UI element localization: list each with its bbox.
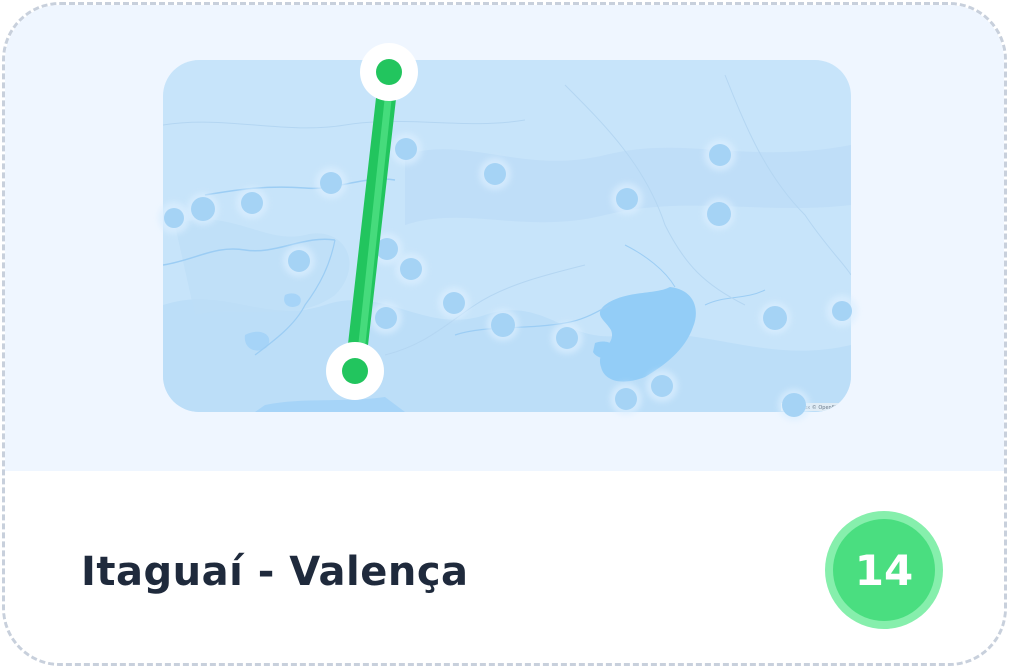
count-badge-value: 14: [854, 545, 914, 595]
stop-marker-icon[interactable]: [438, 287, 470, 319]
stop-marker-icon[interactable]: [236, 187, 268, 219]
stop-marker-icon[interactable]: [778, 389, 810, 421]
count-badge-inner: 14: [833, 519, 935, 621]
map-tile: © Mapbox © OpenStreetMap: [163, 60, 857, 412]
stop-marker-icon[interactable]: [646, 370, 678, 402]
stop-markers: [158, 133, 858, 421]
route-title: Itaguaí - Valença: [81, 549, 469, 595]
stop-marker-icon[interactable]: [158, 202, 190, 234]
stop-marker-icon[interactable]: [395, 253, 427, 285]
stop-marker-icon[interactable]: [315, 167, 347, 199]
route-end-pin-icon[interactable]: [326, 342, 384, 400]
stop-marker-icon[interactable]: [611, 183, 643, 215]
stop-marker-icon[interactable]: [551, 322, 583, 354]
map-panel: © Mapbox © OpenStreetMap: [5, 5, 1004, 471]
map-attribution: © Mapbox © OpenStreetMap: [784, 404, 857, 411]
count-badge[interactable]: 14: [825, 511, 943, 629]
stop-marker-icon[interactable]: [370, 302, 402, 334]
stop-marker-icon[interactable]: [759, 302, 791, 334]
stop-marker-icon[interactable]: [704, 139, 736, 171]
route-map[interactable]: © Mapbox © OpenStreetMap: [5, 5, 1007, 471]
stop-marker-icon[interactable]: [283, 245, 315, 277]
stop-marker-icon[interactable]: [826, 295, 858, 327]
stop-marker-icon[interactable]: [479, 158, 511, 190]
stop-marker-icon[interactable]: [390, 133, 422, 165]
stop-marker-icon[interactable]: [187, 193, 219, 225]
stop-marker-icon[interactable]: [487, 309, 519, 341]
route-start-pin-icon[interactable]: [360, 43, 418, 101]
card-footer: Itaguaí - Valença 14: [5, 471, 1004, 663]
stop-marker-icon[interactable]: [610, 383, 642, 415]
stop-marker-icon[interactable]: [703, 198, 735, 230]
route-line: [345, 62, 399, 381]
